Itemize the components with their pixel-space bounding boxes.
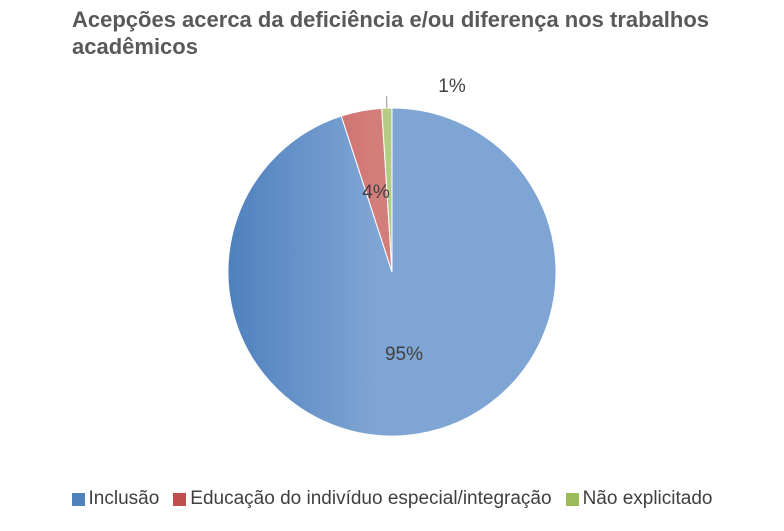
legend-entry-nao-explicitado: Não explicitado <box>565 488 713 510</box>
data-label-inclusao: 95% <box>385 344 423 365</box>
legend-entry-inclusao: Inclusão <box>71 488 160 510</box>
pie-slices <box>227 107 557 437</box>
data-labels: 95% 4% 1% <box>362 76 466 365</box>
legend-label: Não explicitado <box>582 488 713 509</box>
data-label-nao-explicitado: 1% <box>438 76 466 97</box>
legend-swatch <box>71 492 85 506</box>
legend-label: Educação do indivíduo especial/integraçã… <box>190 488 552 509</box>
legend: Inclusão Educação do indivíduo especial/i… <box>0 486 784 512</box>
legend-swatch <box>565 492 579 506</box>
chart-title: Acepções acerca da deficiência e/ou dife… <box>72 7 710 59</box>
legend-entry-educacao-do-individuo-especial-integracao: Educação do indivíduo especial/integraçã… <box>173 488 552 510</box>
legend-swatch <box>173 492 187 506</box>
legend-label: Inclusão <box>88 488 160 509</box>
data-label-educacao-do-individuo-especial-integracao: 4% <box>362 182 390 203</box>
pie-slice-nao-explicitado <box>381 107 393 273</box>
